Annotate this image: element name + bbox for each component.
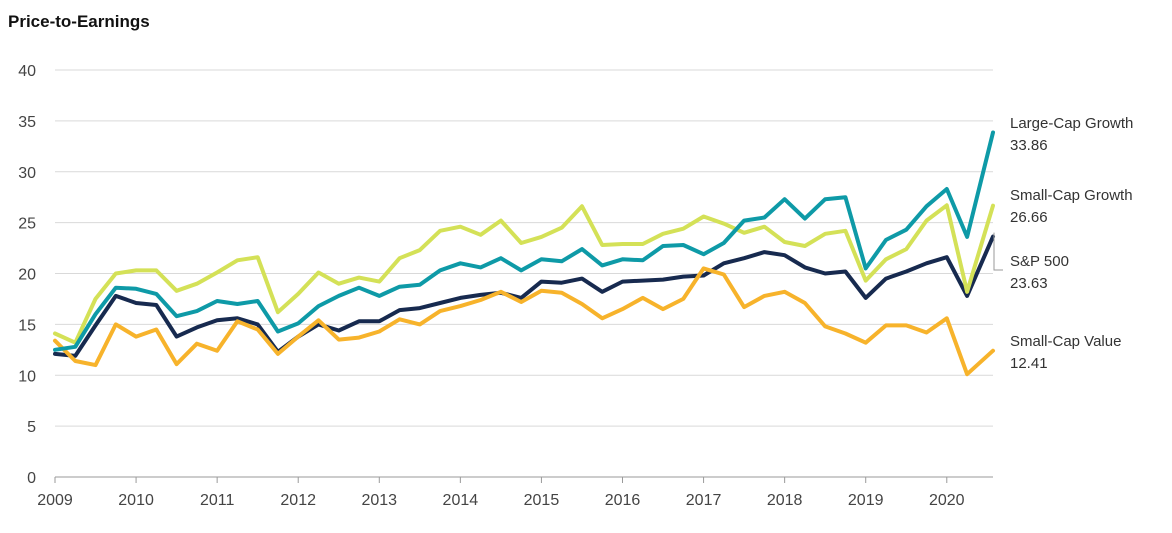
x-tick-label: 2015 xyxy=(524,492,560,509)
chart-title: Price-to-Earnings xyxy=(8,12,150,31)
x-tick-label: 2009 xyxy=(37,492,73,509)
series-line-2 xyxy=(53,234,995,358)
series-line-1 xyxy=(53,203,995,345)
series-label-value: 33.86 xyxy=(1010,137,1048,154)
y-tick-label: 40 xyxy=(18,63,36,80)
y-tick-label: 30 xyxy=(18,165,36,182)
x-tick-label: 2020 xyxy=(929,492,965,509)
x-axis-ticks: 2009 2010 2011 2012 2013 2014 2015 2016 2017 2018… xyxy=(37,477,965,509)
series-label-value: 23.63 xyxy=(1010,275,1048,292)
x-tick-label: 2017 xyxy=(686,492,722,509)
series-label-name: Small-Cap Growth xyxy=(1010,187,1133,204)
series-lines xyxy=(53,130,995,377)
y-axis-ticks: 0 5 10 15 20 25 30 35 40 xyxy=(18,63,36,487)
x-tick-label: 2010 xyxy=(118,492,154,509)
y-tick-label: 15 xyxy=(18,317,36,334)
x-tick-label: 2011 xyxy=(200,492,235,509)
series-label-name: Small-Cap Value xyxy=(1010,333,1121,350)
y-tick-label: 0 xyxy=(27,470,36,487)
x-tick-label: 2016 xyxy=(605,492,641,509)
y-tick-label: 25 xyxy=(18,216,36,233)
x-tick-label: 2019 xyxy=(848,492,884,509)
sp500-leader-line xyxy=(993,232,1003,271)
x-tick-label: 2018 xyxy=(767,492,803,509)
y-tick-label: 10 xyxy=(18,368,36,385)
series-label-value: 26.66 xyxy=(1010,209,1048,226)
series-line-3 xyxy=(53,266,995,377)
x-tick-label: 2012 xyxy=(280,492,316,509)
end-labels: Large-Cap Growth 33.86 Small-Cap Growth 26.… xyxy=(993,115,1133,372)
x-tick-label: 2014 xyxy=(443,492,479,509)
y-tick-label: 5 xyxy=(27,419,36,436)
y-tick-label: 35 xyxy=(18,114,36,131)
series-line-0 xyxy=(53,130,995,352)
y-tick-label: 20 xyxy=(18,267,36,284)
series-label-name: Large-Cap Growth xyxy=(1010,115,1133,132)
series-label-name: S&P 500 xyxy=(1010,253,1069,270)
series-label-value: 12.41 xyxy=(1010,355,1048,372)
x-tick-label: 2013 xyxy=(361,492,397,509)
